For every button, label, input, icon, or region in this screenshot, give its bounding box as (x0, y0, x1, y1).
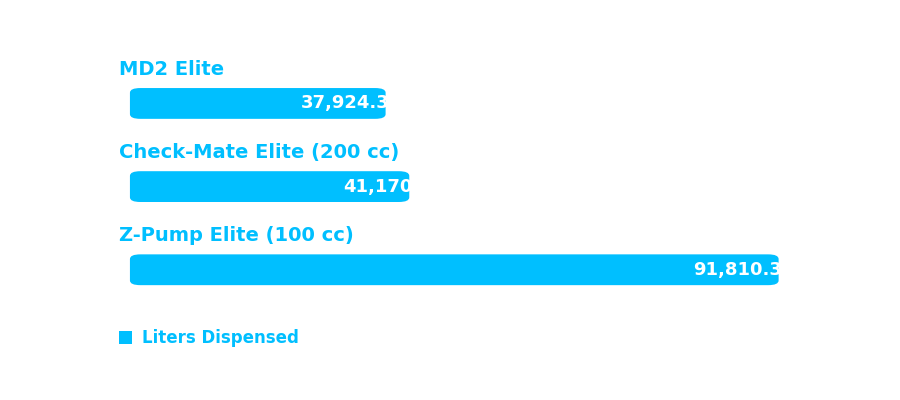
Text: 37,924.3: 37,924.3 (301, 94, 389, 112)
Text: 41,170: 41,170 (344, 178, 413, 196)
FancyBboxPatch shape (130, 254, 778, 285)
Text: Z-Pump Elite (100 cc): Z-Pump Elite (100 cc) (120, 226, 355, 245)
FancyBboxPatch shape (120, 331, 132, 344)
Text: 91,810.3: 91,810.3 (693, 261, 782, 279)
FancyBboxPatch shape (130, 88, 385, 119)
Text: MD2 Elite: MD2 Elite (120, 60, 225, 79)
FancyBboxPatch shape (130, 171, 410, 202)
Text: Check-Mate Elite (200 cc): Check-Mate Elite (200 cc) (120, 143, 400, 162)
Text: Liters Dispensed: Liters Dispensed (142, 328, 299, 346)
